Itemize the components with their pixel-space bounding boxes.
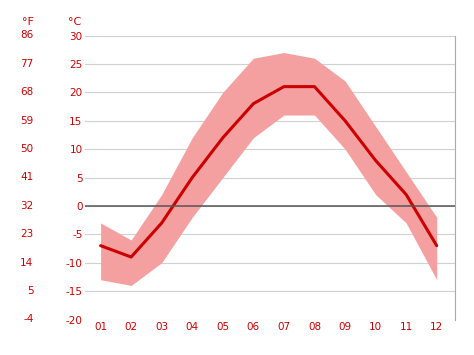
Text: 68: 68: [20, 87, 34, 97]
Text: °F: °F: [22, 17, 34, 27]
Text: -4: -4: [23, 315, 34, 324]
Text: 14: 14: [20, 258, 34, 268]
Text: 23: 23: [20, 229, 34, 239]
Text: 86: 86: [20, 31, 34, 40]
Text: 59: 59: [20, 116, 34, 126]
Text: °C: °C: [68, 17, 82, 27]
Text: 50: 50: [20, 144, 34, 154]
Text: 77: 77: [20, 59, 34, 69]
Text: 32: 32: [20, 201, 34, 211]
Text: 5: 5: [27, 286, 34, 296]
Text: 41: 41: [20, 173, 34, 182]
